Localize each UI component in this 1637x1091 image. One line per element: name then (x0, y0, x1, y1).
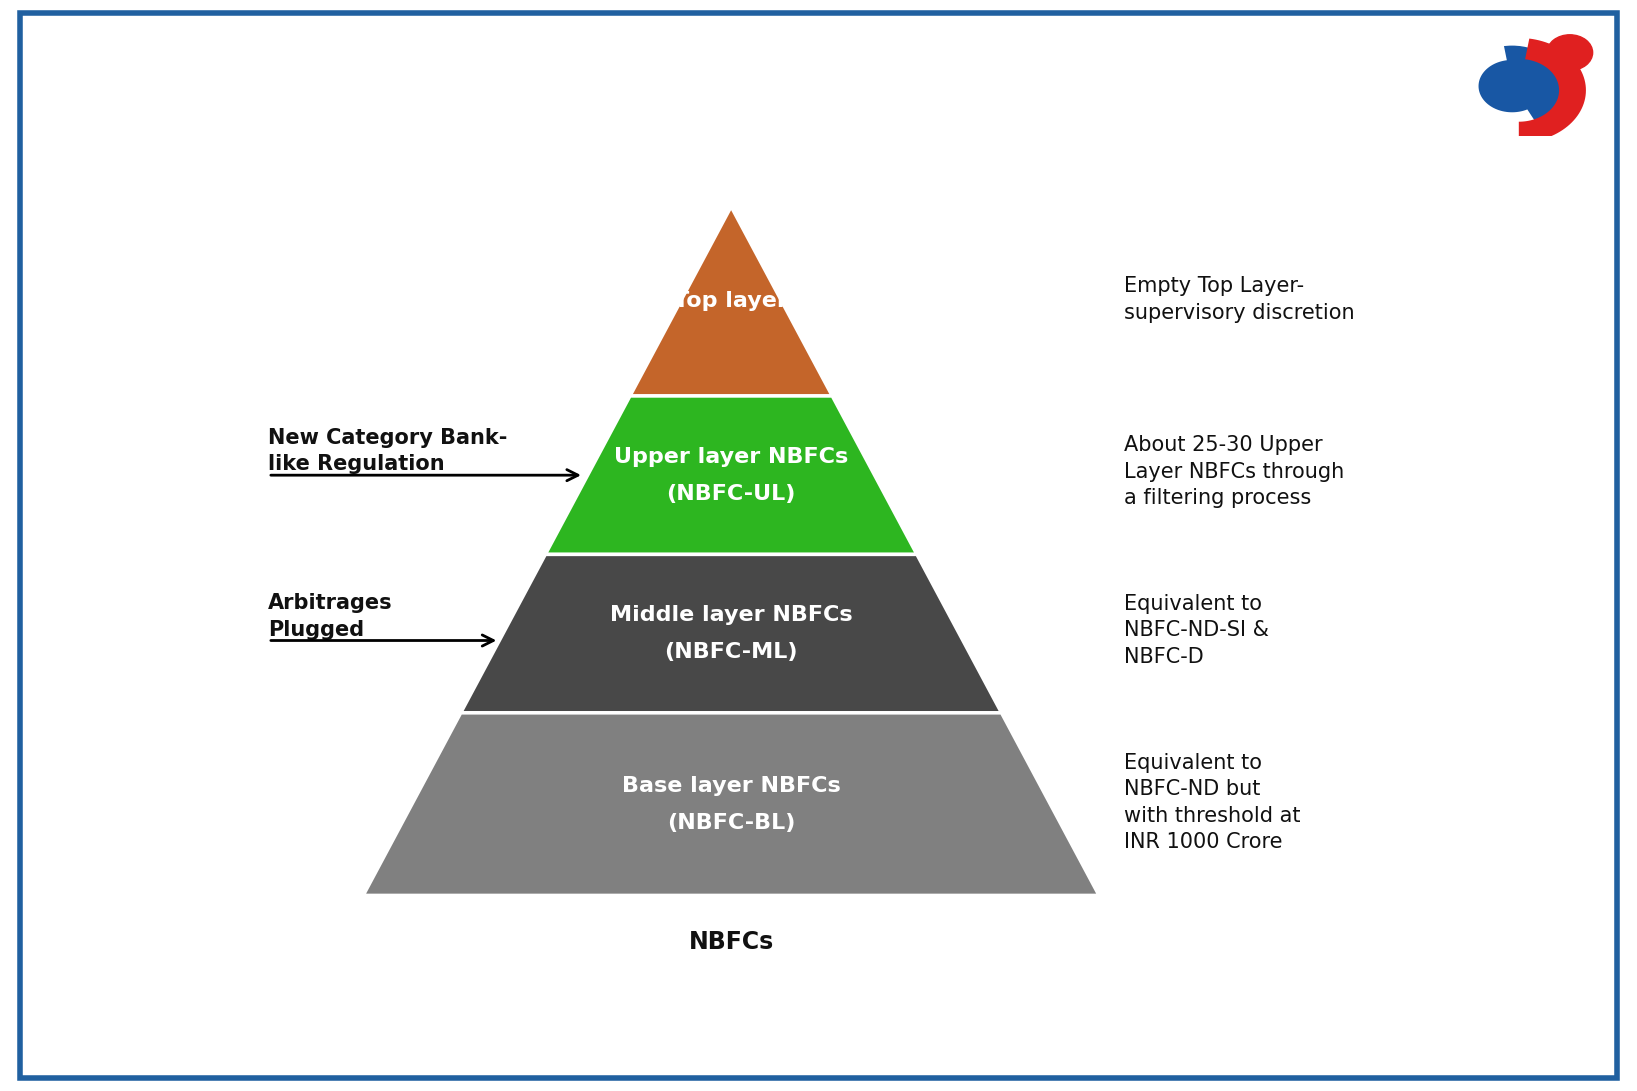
Text: Arbitrages
Plugged: Arbitrages Plugged (268, 594, 393, 639)
Polygon shape (1454, 40, 1539, 132)
Text: NBFCs: NBFCs (689, 930, 774, 954)
Text: Top layer: Top layer (674, 291, 787, 311)
Text: (NBFC-ML): (NBFC-ML) (665, 643, 797, 662)
Polygon shape (1519, 38, 1586, 143)
Text: Middle layer NBFCs: Middle layer NBFCs (611, 606, 853, 625)
Circle shape (1547, 35, 1593, 71)
Circle shape (1462, 46, 1563, 125)
Text: Equivalent to
NBFC-ND-SI &
NBFC-D: Equivalent to NBFC-ND-SI & NBFC-D (1125, 594, 1269, 667)
Text: (NBFC-UL): (NBFC-UL) (666, 483, 796, 504)
Text: New Category Bank-
like Regulation: New Category Bank- like Regulation (268, 428, 507, 475)
Polygon shape (363, 712, 1098, 896)
Polygon shape (545, 396, 917, 554)
Text: Base layer NBFCs: Base layer NBFCs (622, 776, 840, 795)
Text: Equivalent to
NBFC-ND but
with threshold at
INR 1000 Crore: Equivalent to NBFC-ND but with threshold… (1125, 753, 1301, 852)
Text: Upper layer NBFCs: Upper layer NBFCs (614, 446, 848, 467)
Polygon shape (630, 206, 832, 396)
Polygon shape (460, 554, 1002, 712)
Text: Empty Top Layer-
supervisory discretion: Empty Top Layer- supervisory discretion (1125, 276, 1355, 323)
Text: About 25-30 Upper
Layer NBFCs through
a filtering process: About 25-30 Upper Layer NBFCs through a … (1125, 435, 1344, 508)
Text: (NBFC-BL): (NBFC-BL) (666, 813, 796, 832)
